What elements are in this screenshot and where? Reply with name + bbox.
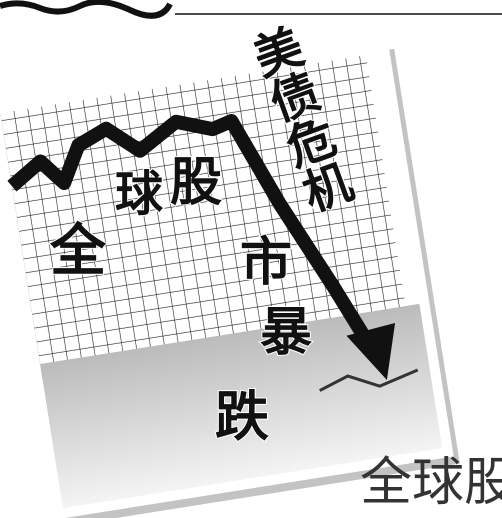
char: 球 xyxy=(115,166,164,222)
char: 暴 xyxy=(260,302,312,363)
caption: 全球股 xyxy=(360,453,502,513)
card xyxy=(0,41,460,518)
char: 市 xyxy=(240,232,292,293)
masthead xyxy=(0,0,173,19)
char: 跌 xyxy=(215,384,269,448)
crack xyxy=(319,368,419,392)
char: 股 xyxy=(170,152,222,213)
trend-arrow xyxy=(7,114,374,347)
arrow-head xyxy=(346,322,396,380)
floor xyxy=(40,303,443,509)
char: 全 xyxy=(49,218,107,284)
